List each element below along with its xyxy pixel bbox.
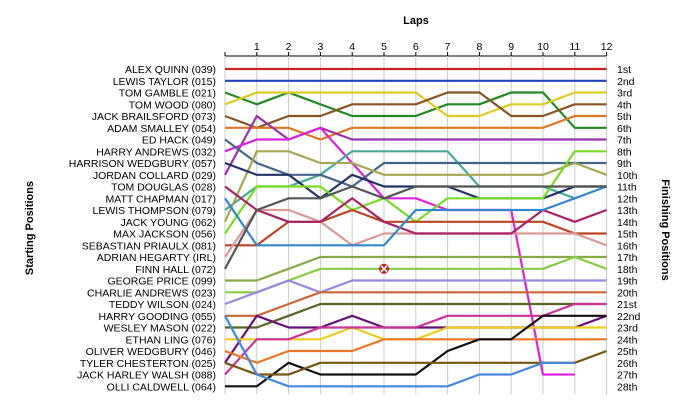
lap-tick-label: 2: [286, 41, 292, 53]
start-position-label: WESLEY MASON (022): [104, 323, 216, 335]
start-position-label: ED HACK (049): [142, 135, 216, 147]
finish-position-labels: 1st2nd3rd4th5th6th7th8th9th10th11th12th1…: [617, 64, 641, 393]
finish-position-label: 13th: [617, 205, 638, 217]
start-position-label: HARRY ANDREWS (032): [96, 146, 216, 158]
driver-line: [224, 315, 575, 388]
finish-position-label: 17th: [617, 252, 638, 264]
finish-position-label: 8th: [617, 146, 632, 158]
series-layer: [223, 67, 607, 388]
start-position-label: CHARLIE ANDREWS (023): [87, 287, 216, 299]
finish-position-label: 21st: [617, 299, 637, 311]
start-position-label: ETHAN LING (076): [126, 334, 216, 346]
lap-tick-label: 1: [254, 41, 260, 53]
driver-line: [225, 291, 607, 317]
driver-line: [224, 91, 607, 129]
driver-line: [225, 314, 607, 388]
lap-tick-label: 9: [508, 41, 514, 53]
start-position-label: OLIVER WEDGBURY (046): [86, 346, 216, 358]
driver-line: [225, 255, 607, 282]
finish-position-label: 19th: [617, 276, 638, 288]
lap-tick-label: 11: [569, 41, 580, 53]
start-position-label: GEORGE PRICE (099): [107, 276, 216, 288]
lap-tick-label: 3: [317, 41, 323, 53]
start-position-label: JACK YOUNG (062): [121, 217, 217, 229]
start-position-label: JACK BRAILSFORD (073): [92, 111, 216, 123]
finish-position-label: 3rd: [617, 88, 632, 100]
finish-position-label: 11th: [617, 182, 637, 194]
finish-position-label: 7th: [617, 135, 632, 147]
start-position-label: JACK HARLEY WALSH (088): [77, 370, 216, 382]
finish-position-label: 25th: [617, 346, 638, 358]
start-position-label: LEWIS TAYLOR (015): [113, 76, 216, 88]
finish-position-label: 2nd: [617, 76, 635, 88]
driver-line: [224, 150, 576, 211]
x-axis-ticks: 1 2 3 4 5 6 7 8 9 10 11 12: [224, 41, 613, 56]
start-position-label: ADAM SMALLEY (054): [107, 123, 216, 135]
start-position-label: TOM WOOD (080): [129, 99, 216, 111]
driver-line: [223, 150, 607, 223]
finish-position-label: 18th: [617, 264, 638, 276]
start-position-label: LEWIS THOMPSON (079): [93, 205, 217, 217]
lap-tick-label: 8: [476, 41, 482, 53]
marker-layer: [379, 263, 389, 274]
lap-tick-label: 5: [381, 41, 387, 53]
start-position-label: ADRIAN HEGARTY (IRL): [97, 252, 216, 264]
start-position-label: SEBASTIAN PRIAULX (081): [82, 240, 216, 252]
driver-line: [225, 302, 607, 329]
finish-position-label: 1st: [617, 64, 631, 76]
driver-line: [224, 185, 607, 270]
start-position-label: HARRISON WEDGBURY (057): [69, 158, 216, 170]
finish-position-label: 6th: [617, 123, 632, 135]
finish-position-label: 10th: [617, 170, 638, 182]
lap-tick-label: 12: [601, 41, 613, 53]
start-position-label: MATT CHAPMAN (017): [106, 193, 216, 205]
lap-tick-label: 4: [349, 41, 355, 53]
start-position-label: FINN HALL (072): [135, 264, 216, 276]
finish-position-label: 5th: [617, 111, 632, 123]
finish-position-label: 12th: [617, 193, 638, 205]
driver-line: [224, 91, 607, 118]
start-position-label: OLLI CALDWELL (064): [107, 381, 216, 393]
start-position-label: HARRY GOODING (055): [99, 311, 216, 323]
y-axis-left-title: Starting Positions: [24, 181, 36, 275]
driver-line: [224, 126, 575, 376]
start-position-label: MAX JACKSON (056): [113, 229, 216, 241]
finish-position-label: 16th: [617, 240, 638, 252]
lap-tick-label: 7: [445, 41, 451, 53]
start-position-label: ALEX QUINN (039): [125, 64, 216, 76]
finish-position-label: 20th: [617, 287, 638, 299]
finish-position-label: 22nd: [617, 311, 641, 323]
grid: [224, 55, 608, 395]
start-position-labels: ALEX QUINN (039)LEWIS TAYLOR (015)TOM GA…: [69, 64, 216, 393]
finish-position-label: 26th: [617, 358, 638, 370]
driver-line: [224, 185, 607, 247]
driver-line: [224, 338, 607, 364]
finish-position-label: 9th: [617, 158, 632, 170]
finish-position-label: 14th: [617, 217, 638, 229]
finish-position-label: 28th: [617, 381, 638, 393]
finish-position-label: 4th: [617, 99, 632, 111]
driver-line: [224, 279, 607, 306]
lap-tick-label: 10: [537, 41, 549, 53]
finish-position-label: 23rd: [617, 323, 638, 335]
start-position-label: TOM GAMBLE (021): [119, 88, 216, 100]
chart-title: Laps: [403, 15, 429, 27]
start-position-label: TOM DOUGLAS (028): [111, 182, 216, 194]
lap-tick-label: 6: [413, 41, 419, 53]
finish-position-label: 15th: [617, 229, 638, 241]
start-position-label: TYLER CHESTERTON (025): [80, 358, 216, 370]
finish-position-label: 24th: [617, 334, 638, 346]
driver-line: [225, 114, 607, 141]
retirement-cross-icon: [380, 265, 388, 273]
finish-position-label: 27th: [617, 370, 638, 382]
start-position-label: TEDDY WILSON (024): [109, 299, 216, 311]
y-axis-right-title: Finishing Positions: [659, 179, 671, 280]
start-position-label: JORDAN COLLARD (029): [93, 170, 216, 182]
